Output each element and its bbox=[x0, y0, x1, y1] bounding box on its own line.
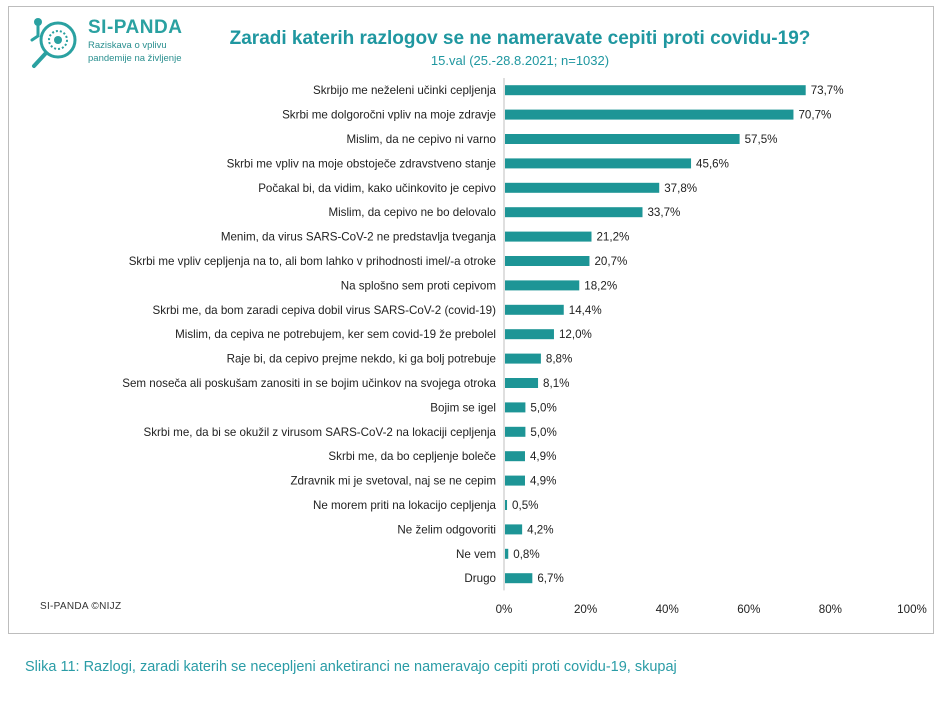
data-label: 0,8% bbox=[513, 548, 539, 561]
figure-caption: Slika 11: Razlogi, zaradi katerih se nec… bbox=[25, 659, 677, 675]
bar bbox=[505, 500, 508, 510]
x-tick-label: 40% bbox=[656, 603, 679, 616]
data-label: 4,2% bbox=[527, 523, 553, 536]
data-label: 5,0% bbox=[530, 426, 556, 439]
bar bbox=[505, 475, 525, 486]
category-label: Bojim se igel bbox=[430, 401, 496, 414]
chart-title: Zaradi katerih razlogov se ne nameravate… bbox=[229, 28, 811, 49]
data-label: 8,8% bbox=[546, 353, 572, 366]
bar bbox=[505, 231, 592, 242]
data-label: 8,1% bbox=[543, 377, 569, 390]
bar bbox=[505, 548, 509, 559]
si-panda-logo bbox=[28, 14, 208, 70]
bar bbox=[505, 402, 526, 413]
bar bbox=[505, 207, 643, 218]
x-tick-label: 20% bbox=[574, 603, 597, 616]
category-label: Mislim, da cepivo ne bo delovalo bbox=[328, 206, 496, 219]
bar bbox=[505, 378, 539, 388]
brand-tagline-1: Raziskava o vplivu bbox=[88, 40, 167, 51]
category-label: Skrbi me, da bom zaradi cepiva dobil vir… bbox=[153, 304, 497, 317]
category-label: Počakal bi, da vidim, kako učinkovito je… bbox=[258, 182, 496, 195]
data-label: 4,9% bbox=[530, 450, 556, 463]
bar bbox=[505, 304, 564, 315]
category-label: Ne želim odgovoriti bbox=[397, 523, 496, 536]
x-tick-label: 60% bbox=[737, 603, 760, 616]
bar bbox=[505, 524, 523, 535]
brand-tagline-2: pandemije na življenje bbox=[88, 53, 182, 64]
brand-name: SI-PANDA bbox=[88, 17, 183, 38]
data-label: 4,9% bbox=[530, 475, 556, 488]
data-label: 33,7% bbox=[647, 206, 680, 219]
category-label: Ne vem bbox=[456, 548, 496, 561]
data-label: 18,2% bbox=[584, 279, 617, 292]
category-label: Skrbi me, da bo cepljenje boleče bbox=[328, 450, 496, 463]
data-label: 73,7% bbox=[811, 84, 844, 97]
credit-text: SI-PANDA ©NIJZ bbox=[40, 601, 122, 612]
bar bbox=[505, 426, 526, 437]
chart-subtitle: 15.val (25.-28.8.2021; n=1032) bbox=[430, 53, 610, 68]
data-label: 14,4% bbox=[569, 304, 602, 317]
category-label: Skrbijo me neželeni učinki cepljenja bbox=[313, 84, 497, 97]
x-tick-label: 100% bbox=[897, 603, 927, 616]
magnifier-virus-icon bbox=[30, 18, 77, 68]
bar bbox=[505, 109, 794, 120]
bar bbox=[505, 134, 740, 144]
category-label: Na splošno sem proti cepivom bbox=[341, 279, 496, 292]
category-label: Skrbi me, da bi se okužil z virusom SARS… bbox=[144, 426, 497, 439]
category-label: Skrbi me vpliv na moje obstoječe zdravst… bbox=[227, 157, 496, 170]
data-label: 57,5% bbox=[745, 133, 778, 146]
category-label: Skrbi me dolgoročni vpliv na moje zdravj… bbox=[282, 109, 496, 122]
bar bbox=[505, 353, 541, 364]
logo-text: SI-PANDA Raziskava o vplivu pandemije na… bbox=[88, 17, 183, 65]
category-label: Skrbi me vpliv cepljenja na to, ali bom … bbox=[129, 255, 496, 268]
bar bbox=[505, 451, 525, 462]
bar bbox=[505, 158, 692, 169]
bar bbox=[505, 280, 580, 291]
bar bbox=[505, 256, 590, 266]
data-label: 37,8% bbox=[664, 182, 697, 195]
data-label: 45,6% bbox=[696, 157, 729, 170]
bar bbox=[505, 85, 806, 96]
x-tick-label: 0% bbox=[496, 603, 513, 616]
bar bbox=[505, 329, 554, 340]
data-label: 12,0% bbox=[559, 328, 592, 341]
category-label: Menim, da virus SARS-CoV-2 ne predstavlj… bbox=[221, 231, 497, 244]
category-label: Zdravnik mi je svetoval, naj se ne cepim bbox=[290, 475, 496, 488]
x-tick-label: 80% bbox=[819, 603, 842, 616]
category-label: Raje bi, da cepivo prejme nekdo, ki ga b… bbox=[227, 353, 496, 366]
category-label: Sem noseča ali poskušam zanositi in se b… bbox=[122, 377, 496, 390]
category-label: Drugo bbox=[464, 572, 496, 585]
category-label: Mislim, da ne cepivo ni varno bbox=[347, 133, 497, 146]
data-label: 0,5% bbox=[512, 499, 538, 512]
data-label: 21,2% bbox=[596, 231, 629, 244]
data-label: 70,7% bbox=[798, 109, 831, 122]
bar bbox=[505, 573, 533, 584]
bar-chart: Skrbijo me neželeni učinki cepljenja 73,7… bbox=[122, 78, 927, 616]
category-label: Mislim, da cepiva ne potrebujem, ker sem… bbox=[175, 328, 496, 341]
data-label: 20,7% bbox=[594, 255, 627, 268]
data-label: 5,0% bbox=[530, 401, 556, 414]
category-label: Ne morem priti na lokacijo cepljenja bbox=[313, 499, 497, 512]
bar bbox=[505, 182, 660, 193]
data-label: 6,7% bbox=[537, 572, 563, 585]
